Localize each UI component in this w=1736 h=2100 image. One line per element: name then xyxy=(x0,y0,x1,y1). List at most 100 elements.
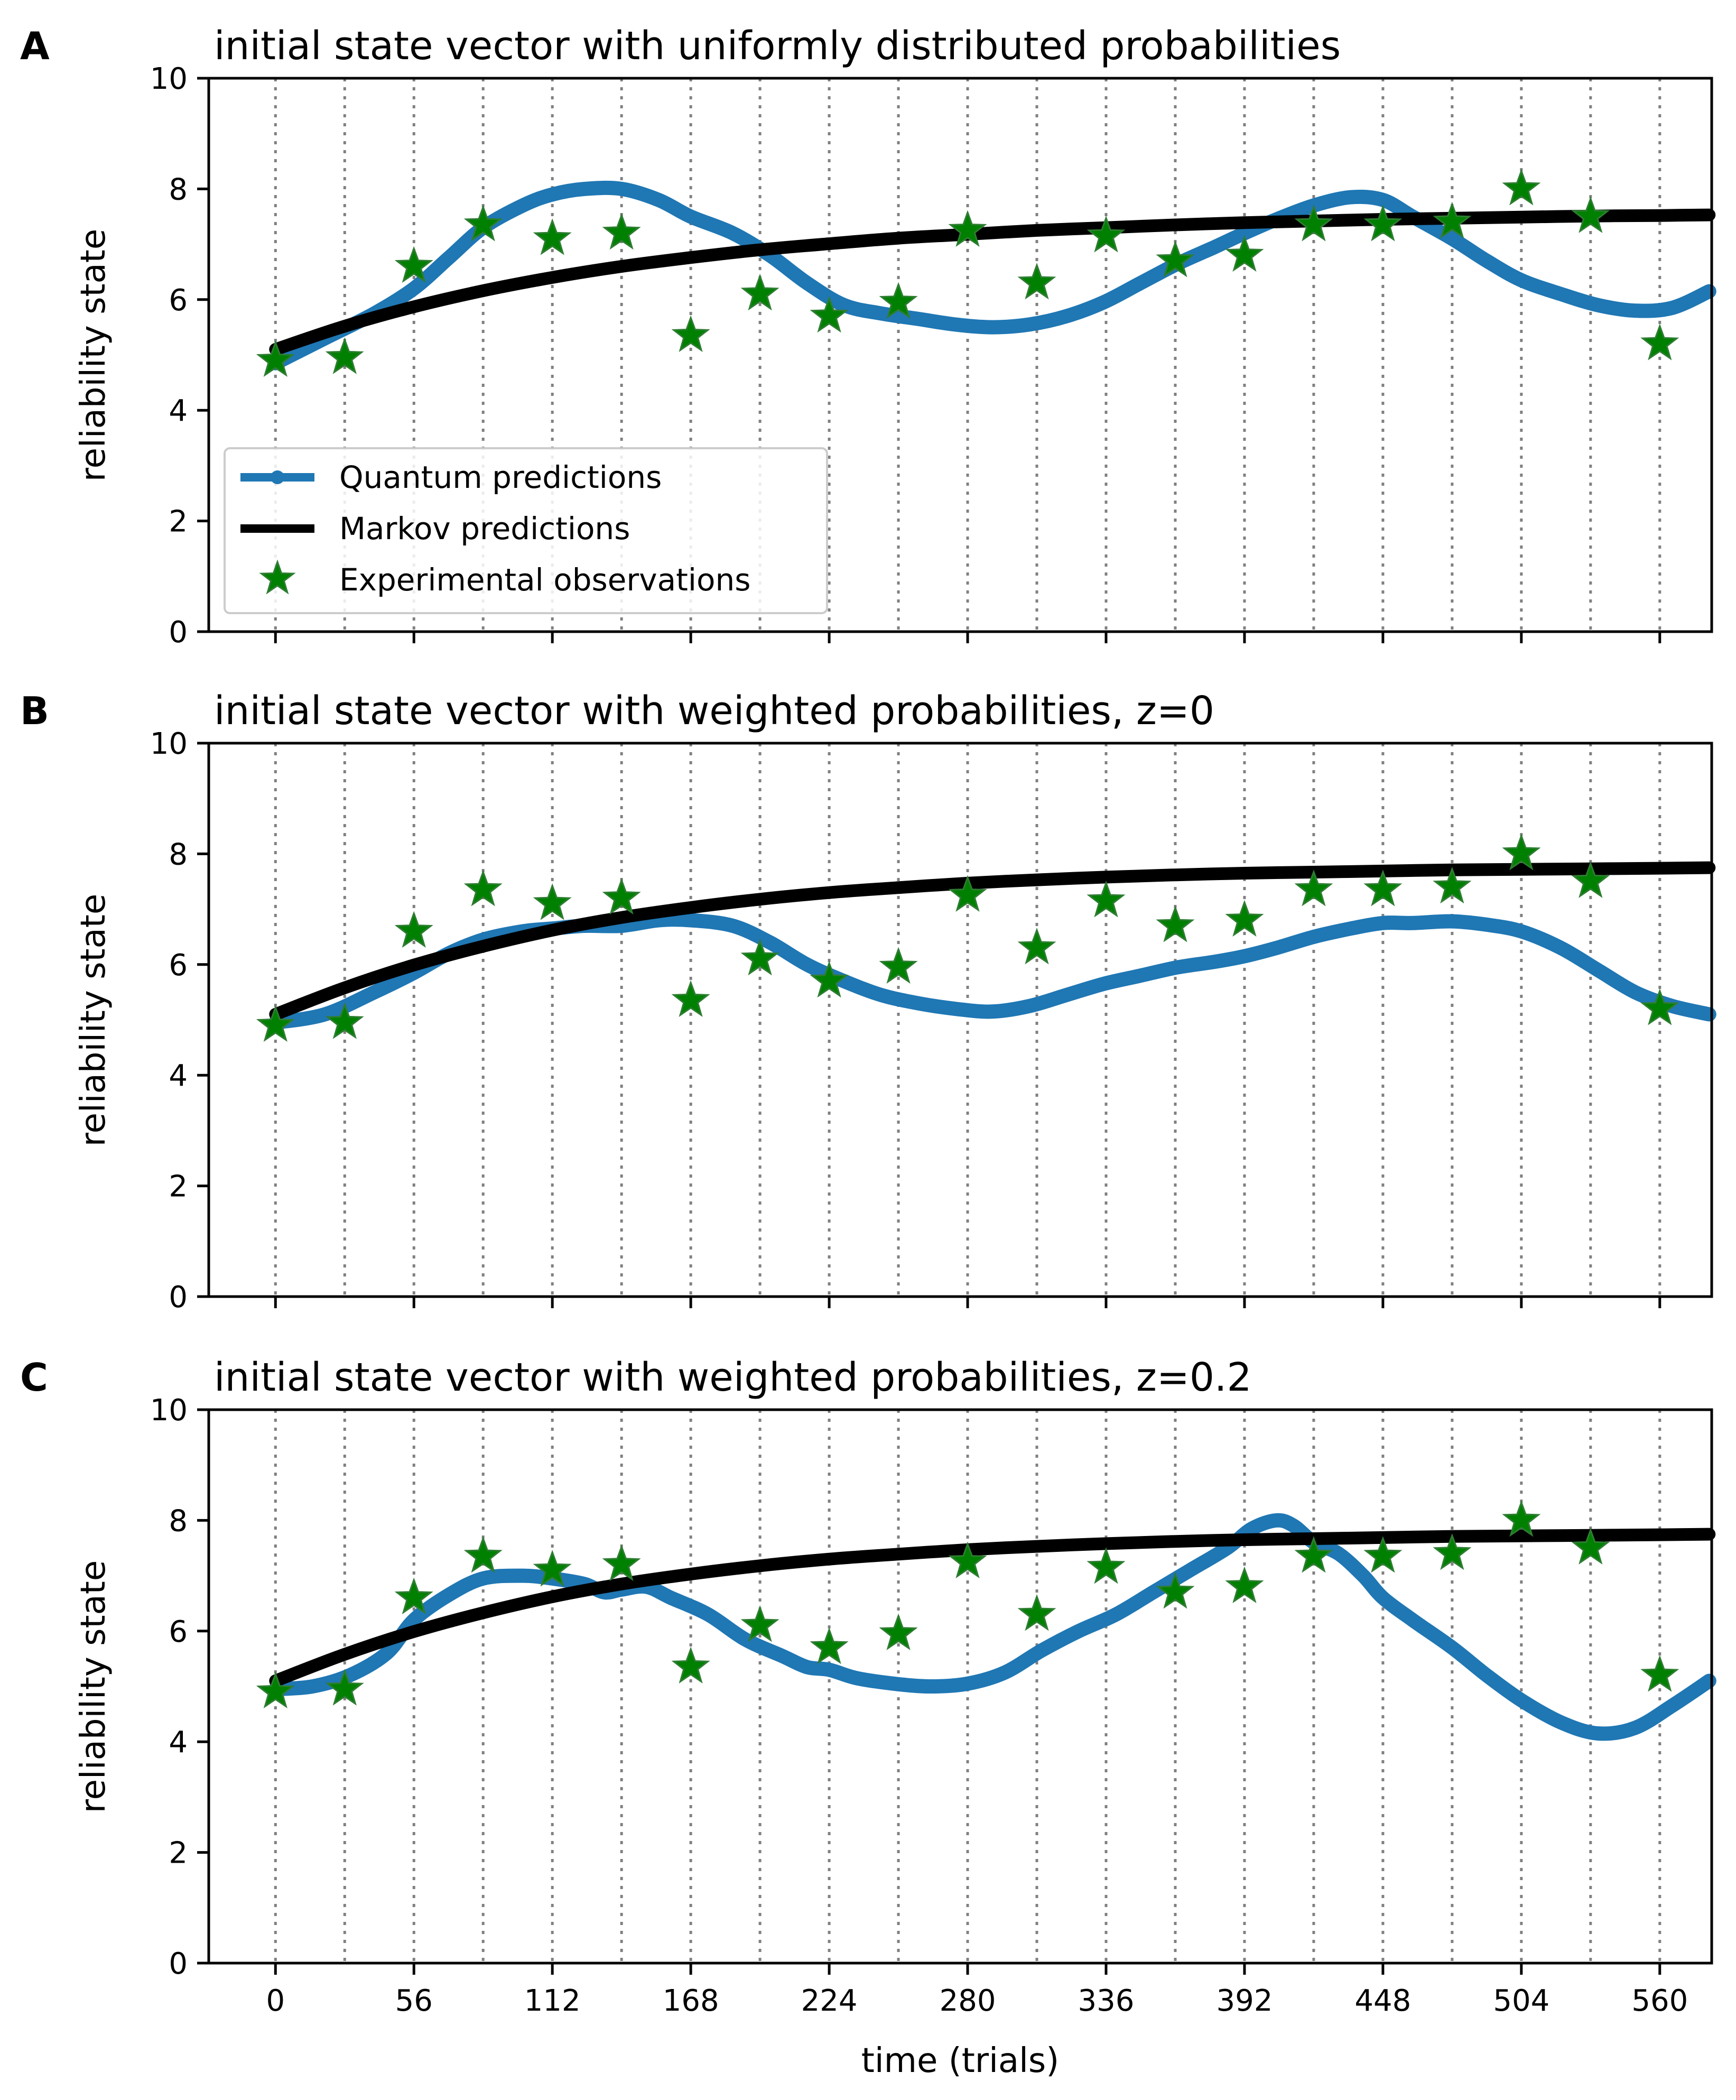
observation-star xyxy=(256,1005,295,1042)
observation-star xyxy=(325,1002,364,1039)
observation-star xyxy=(325,1669,364,1706)
panel-c-title: initial state vector with weighted proba… xyxy=(214,1355,1252,1400)
observation-star xyxy=(1571,196,1610,233)
x-tick-label: 560 xyxy=(1631,1984,1688,2018)
legend-quantum-marker xyxy=(271,470,284,484)
observation-star xyxy=(1640,1655,1679,1692)
observation-star xyxy=(1571,1528,1610,1565)
y-tick-label: 4 xyxy=(169,1059,188,1093)
panel-c-x-ticks: 0 56 112 168 224 280 336 392 448 504 560 xyxy=(266,1963,1688,2018)
observation-star xyxy=(394,1577,433,1615)
panel-letter-c: C xyxy=(20,1355,48,1400)
observation-star xyxy=(1502,834,1541,871)
observation-star xyxy=(463,1536,503,1573)
x-tick-label: 112 xyxy=(524,1984,581,2018)
observation-star xyxy=(1433,1533,1472,1570)
panel-a-y-label: reliability state xyxy=(74,229,113,482)
panel-b-axes-frame xyxy=(207,742,1713,1298)
observation-star xyxy=(1087,1547,1126,1584)
y-tick-label: 10 xyxy=(150,1393,188,1428)
y-tick-label: 8 xyxy=(169,837,188,872)
panel-a-y-ticks: 0 2 4 6 8 10 xyxy=(150,62,209,650)
observation-star xyxy=(1156,1572,1195,1609)
observation-star xyxy=(1502,1500,1541,1537)
observation-star xyxy=(256,340,295,377)
observation-star xyxy=(810,960,849,998)
observation-star xyxy=(1156,240,1195,277)
panel-a-x-ticks xyxy=(274,632,1661,643)
observation-star xyxy=(879,1613,918,1651)
quantum-predictions-line xyxy=(268,180,1716,371)
x-tick-label: 56 xyxy=(395,1984,433,2018)
observation-star xyxy=(740,273,779,311)
observation-star xyxy=(602,1544,641,1581)
observation-star xyxy=(1017,1594,1056,1631)
panel-c-x-label: time (trials) xyxy=(861,2041,1059,2080)
observation-star xyxy=(533,883,572,920)
observation-star xyxy=(463,869,503,906)
observation-star xyxy=(533,1550,572,1587)
panel-letter-a: A xyxy=(20,24,50,68)
x-tick-label: 0 xyxy=(266,1984,285,2018)
legend-markov-label: Markov predictions xyxy=(339,511,630,547)
panel-b-session-lines xyxy=(274,743,1661,1297)
y-tick-label: 10 xyxy=(150,727,188,761)
panel-a-title: initial state vector with uniformly dist… xyxy=(214,23,1341,69)
observation-star xyxy=(740,938,779,976)
panel-c-axes-frame xyxy=(207,1408,1713,1965)
legend-quantum-label: Quantum predictions xyxy=(339,459,662,495)
observation-star xyxy=(394,246,433,283)
observation-star xyxy=(1017,927,1056,965)
observation-star xyxy=(1433,201,1472,239)
observation-star xyxy=(810,1627,849,1664)
observation-star xyxy=(948,875,987,912)
panel-b: B initial state vector with weighted pro… xyxy=(20,688,1716,1315)
observation-star xyxy=(948,210,987,247)
observation-star xyxy=(671,980,710,1017)
observation-star xyxy=(1156,905,1195,942)
quantum-predictions-line xyxy=(268,1513,1716,1741)
y-tick-label: 2 xyxy=(169,1170,188,1204)
observation-star xyxy=(602,877,641,915)
observation-star xyxy=(948,1541,987,1578)
observation-star xyxy=(879,282,918,319)
observation-star xyxy=(533,218,572,255)
markov-predictions-line xyxy=(269,1528,1716,1687)
panel-c-y-label: reliability state xyxy=(74,1560,113,1813)
observation-star xyxy=(1363,869,1403,906)
observation-star xyxy=(1363,205,1403,242)
y-tick-label: 0 xyxy=(169,615,188,650)
x-tick-label: 448 xyxy=(1354,1984,1411,2018)
y-tick-label: 8 xyxy=(169,172,188,207)
x-tick-label: 280 xyxy=(940,1984,996,2018)
observation-star xyxy=(394,911,433,948)
y-tick-label: 6 xyxy=(169,283,188,318)
y-tick-label: 6 xyxy=(169,1615,188,1649)
observation-star xyxy=(1433,866,1472,904)
x-tick-label: 504 xyxy=(1493,1984,1549,2018)
observation-star xyxy=(671,315,710,352)
panel-b-y-label: reliability state xyxy=(74,894,113,1146)
panel-b-title: initial state vector with weighted proba… xyxy=(214,688,1214,734)
observation-star xyxy=(256,1671,295,1709)
markov-predictions-line xyxy=(269,861,1716,1021)
observation-star xyxy=(1087,880,1126,918)
observation-star xyxy=(602,212,641,250)
panel-b-plot xyxy=(256,834,1716,1042)
panel-a-axes-frame xyxy=(207,77,1713,633)
observation-star xyxy=(1294,1536,1333,1573)
observation-star xyxy=(671,1646,710,1683)
observation-star xyxy=(1294,869,1333,906)
observation-star xyxy=(463,205,503,242)
observation-star xyxy=(1225,900,1264,937)
legend-observations-label: Experimental observations xyxy=(339,562,750,598)
observation-star xyxy=(1087,215,1126,253)
markov-predictions-line xyxy=(269,208,1716,356)
observation-star xyxy=(1571,861,1610,898)
y-tick-label: 10 xyxy=(150,62,188,96)
observation-star xyxy=(1017,262,1056,300)
panel-a-plot xyxy=(256,169,1716,377)
panel-c: C initial state vector with weighted pro… xyxy=(20,1355,1716,2080)
y-tick-label: 2 xyxy=(169,505,188,539)
y-tick-label: 8 xyxy=(169,1504,188,1538)
